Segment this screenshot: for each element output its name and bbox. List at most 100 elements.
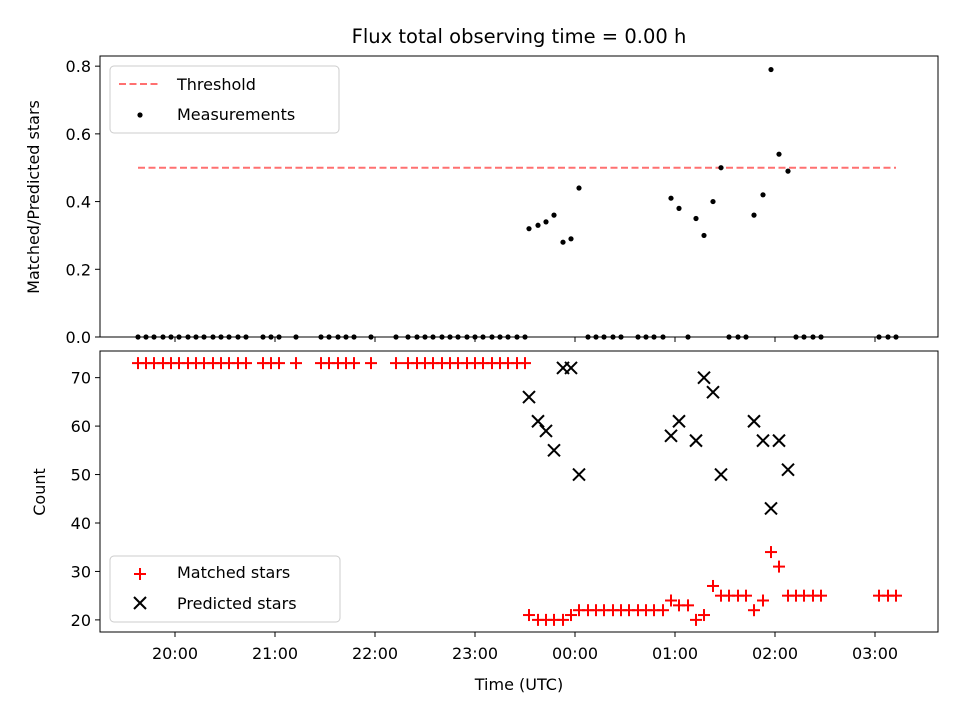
- predicted-point: [672, 414, 686, 428]
- measurement-point: [751, 212, 757, 218]
- measurement-point: [522, 334, 528, 340]
- measurement-point: [135, 334, 141, 340]
- predicted-points: [522, 361, 795, 516]
- measurement-point: [818, 334, 824, 340]
- bottom-legend: Matched stars Predicted stars: [109, 555, 341, 623]
- matched-point: [565, 609, 577, 622]
- predicted-point: [564, 361, 578, 375]
- measurement-point: [351, 334, 357, 340]
- predicted-point: [781, 462, 795, 477]
- legend-matched-label: Matched stars: [177, 563, 290, 582]
- measurement-point: [514, 334, 520, 340]
- bottom-legend-box: [109, 555, 341, 623]
- measurement-point: [535, 222, 541, 228]
- top-y-tick-label: 0.6: [66, 125, 91, 144]
- measurement-point: [610, 334, 616, 340]
- measurement-point: [268, 334, 274, 340]
- top-ytick-group: 0.0 0.2 0.4 0.6 0.8: [66, 57, 100, 347]
- matched-point: [519, 357, 531, 370]
- measurement-point: [176, 334, 182, 340]
- measurement-point: [464, 334, 470, 340]
- measurement-point: [405, 334, 411, 340]
- measurement-point: [151, 334, 157, 340]
- bottom-xtick-group: 20:00 21:00 22:00 23:00 00:00 01:00 02:00 03:00: [152, 632, 898, 663]
- x-axis-label: Time (UTC): [474, 675, 563, 694]
- matched-point: [765, 546, 777, 559]
- matched-point: [348, 357, 360, 370]
- matched-point: [682, 599, 694, 612]
- measurement-point: [760, 192, 766, 198]
- measurement-point: [643, 334, 649, 340]
- measurement-point: [543, 219, 549, 225]
- measurement-point: [393, 334, 399, 340]
- x-tick-label: 00:00: [552, 644, 598, 663]
- x-tick-label: 21:00: [252, 644, 298, 663]
- measurement-point: [318, 334, 324, 340]
- legend-matched-swatch: [134, 568, 146, 580]
- measurement-point: [276, 334, 282, 340]
- measurement-point: [160, 334, 166, 340]
- top-legend-box: [109, 65, 340, 134]
- legend-threshold-label: Threshold: [176, 75, 256, 94]
- legend-measurement-label: Measurements: [177, 105, 295, 124]
- bottom-y-tick-label: 30: [71, 562, 91, 581]
- measurement-point: [551, 212, 557, 218]
- predicted-point: [706, 385, 720, 399]
- matched-point: [890, 589, 902, 602]
- matched-point: [240, 357, 252, 370]
- matched-point: [665, 594, 677, 607]
- measurement-point: [893, 334, 899, 340]
- measurement-point: [885, 334, 891, 340]
- measurement-point: [618, 334, 624, 340]
- measurement-points: [135, 66, 899, 340]
- matched-point: [707, 579, 719, 592]
- top-y-tick-label: 0.0: [66, 328, 91, 347]
- matched-point: [657, 604, 669, 617]
- measurement-point: [293, 334, 299, 340]
- measurement-point: [701, 232, 707, 239]
- measurement-point: [414, 334, 420, 340]
- matched-point: [815, 589, 827, 602]
- matched-point: [290, 357, 302, 370]
- measurement-point: [685, 334, 691, 340]
- matched-point: [757, 594, 769, 607]
- top-y-axis-label: Matched/Predicted stars: [24, 100, 43, 294]
- measurement-point: [143, 334, 149, 340]
- top-y-tick-label: 0.2: [66, 260, 91, 279]
- matched-point: [365, 357, 377, 370]
- predicted-point: [539, 424, 553, 438]
- measurement-point: [201, 334, 207, 340]
- matched-point: [690, 613, 702, 626]
- measurement-point: [635, 334, 641, 340]
- measurement-point: [455, 334, 461, 340]
- measurement-point: [368, 334, 374, 340]
- bottom-y-tick-label: 60: [71, 417, 91, 436]
- legend-predicted-label: Predicted stars: [177, 594, 297, 613]
- chart-title: Flux total observing time = 0.00 h: [352, 25, 687, 48]
- bottom-y-tick-label: 50: [71, 466, 91, 485]
- measurement-point: [185, 334, 191, 340]
- legend-predicted-swatch: [133, 596, 147, 610]
- top-panel: 0.00.20.40.60.8 Matched/Predicted stars …: [24, 55, 939, 347]
- matched-point: [557, 613, 569, 626]
- measurement-point: [218, 334, 224, 340]
- measurement-point: [335, 334, 341, 340]
- top-y-tick-label: 0.4: [66, 193, 91, 212]
- matched-point: [773, 560, 785, 573]
- measurement-point: [526, 226, 532, 232]
- measurement-point: [743, 334, 749, 340]
- measurement-point: [235, 334, 241, 340]
- measurement-point: [568, 236, 574, 242]
- x-tick-label: 03:00: [852, 644, 898, 663]
- predicted-point: [747, 414, 761, 428]
- measurement-point: [776, 151, 782, 157]
- legend-measurement-swatch: [137, 112, 143, 118]
- measurement-point: [601, 334, 607, 340]
- predicted-point: [572, 467, 586, 482]
- measurement-point: [785, 168, 791, 174]
- measurement-point: [226, 334, 232, 340]
- predicted-point: [697, 370, 711, 385]
- measurement-point: [718, 165, 724, 171]
- matched-point: [740, 589, 752, 602]
